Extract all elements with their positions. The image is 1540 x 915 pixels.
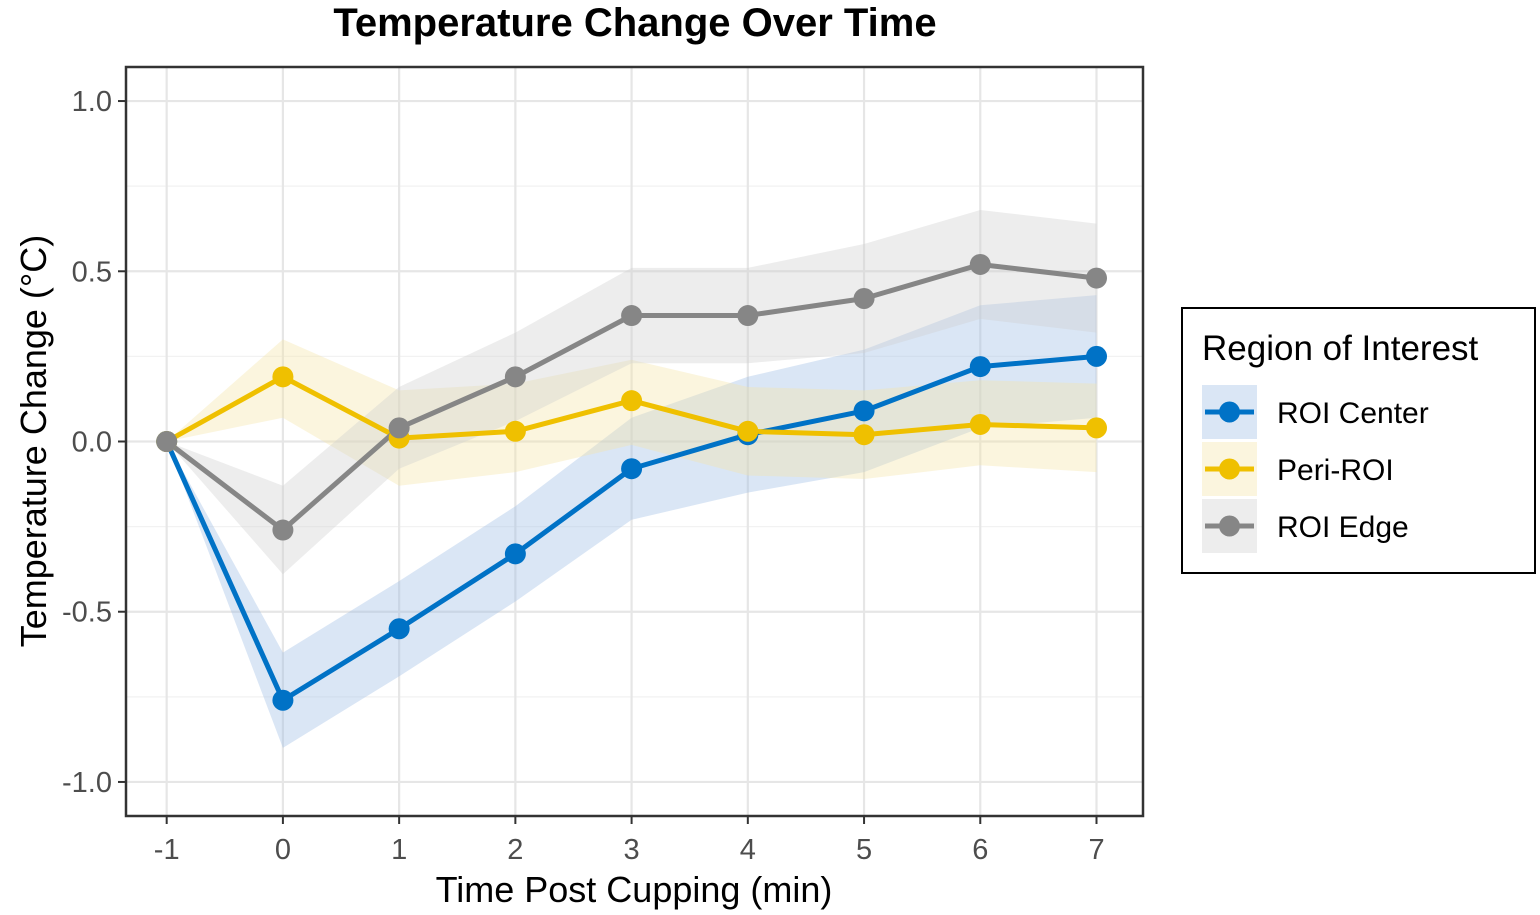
- point-roi-edge: [969, 253, 991, 275]
- point-roi-center: [1086, 345, 1108, 367]
- legend-label: Peri-ROI: [1277, 454, 1394, 487]
- point-roi-center: [969, 356, 991, 378]
- point-roi-edge: [504, 366, 526, 388]
- point-roi-center: [853, 400, 875, 422]
- x-tick-label: -1: [154, 834, 180, 866]
- point-roi-edge: [1086, 267, 1108, 289]
- x-axis-title: Time Post Cupping (min): [436, 869, 833, 910]
- legend-title: Region of Interest: [1202, 329, 1479, 368]
- legend-label: ROI Center: [1277, 397, 1429, 430]
- series-points: [156, 253, 1108, 711]
- point-roi-center: [621, 458, 643, 480]
- chart-title: Temperature Change Over Time: [333, 1, 936, 45]
- legend-item-roi-center: ROI Center: [1202, 385, 1429, 439]
- point-roi-edge: [737, 305, 759, 327]
- axis-tick-labels: 1.0 0.5 0.0 -0.5 -1.0 -1 0 1 2 3 4 5 6 7: [62, 86, 1105, 866]
- x-tick-label: 2: [507, 834, 523, 866]
- band-peri-roi: [166, 339, 1097, 486]
- legend-items: ROI Center Peri-ROI ROI Edge: [1202, 385, 1429, 553]
- legend-item-roi-edge: ROI Edge: [1202, 499, 1409, 553]
- y-tick-label: 0.5: [72, 256, 112, 288]
- x-tick-label: 1: [391, 834, 407, 866]
- y-tick-label: 0.0: [72, 427, 112, 459]
- legend-label: ROI Edge: [1277, 511, 1409, 544]
- point-peri-roi: [504, 420, 526, 442]
- legend-key-point: [1219, 401, 1240, 423]
- x-tick-label: 4: [740, 834, 756, 866]
- legend: Region of Interest ROI CenterPeri-ROIROI…: [1181, 307, 1536, 574]
- x-tick-label: 0: [275, 834, 291, 866]
- point-peri-roi: [969, 413, 991, 435]
- point-roi-edge: [156, 431, 178, 452]
- y-tick-label: -0.5: [62, 597, 112, 629]
- x-tick-label: 6: [972, 834, 988, 866]
- point-roi-edge: [272, 519, 294, 541]
- point-roi-edge: [853, 288, 875, 310]
- y-axis-title: Temperature Change (°C): [13, 235, 54, 648]
- legend-key-point: [1219, 458, 1240, 480]
- point-peri-roi: [737, 420, 759, 442]
- y-tick-label: -1.0: [62, 767, 112, 799]
- point-peri-roi: [621, 390, 643, 412]
- point-roi-center: [272, 689, 294, 711]
- point-roi-edge: [621, 305, 643, 327]
- point-roi-center: [504, 543, 526, 565]
- legend-key-point: [1219, 515, 1240, 537]
- legend-box: [1181, 307, 1536, 574]
- point-peri-roi: [1086, 417, 1108, 439]
- legend-item-peri-roi: Peri-ROI: [1202, 442, 1394, 496]
- point-peri-roi: [853, 424, 875, 446]
- point-roi-edge: [388, 417, 410, 439]
- x-tick-label: 7: [1088, 834, 1104, 866]
- x-tick-label: 3: [624, 834, 640, 866]
- y-tick-label: 1.0: [72, 86, 112, 118]
- axis-ticks: [118, 100, 1098, 824]
- point-peri-roi: [272, 366, 294, 388]
- point-roi-center: [388, 618, 410, 640]
- x-tick-label: 5: [856, 834, 872, 866]
